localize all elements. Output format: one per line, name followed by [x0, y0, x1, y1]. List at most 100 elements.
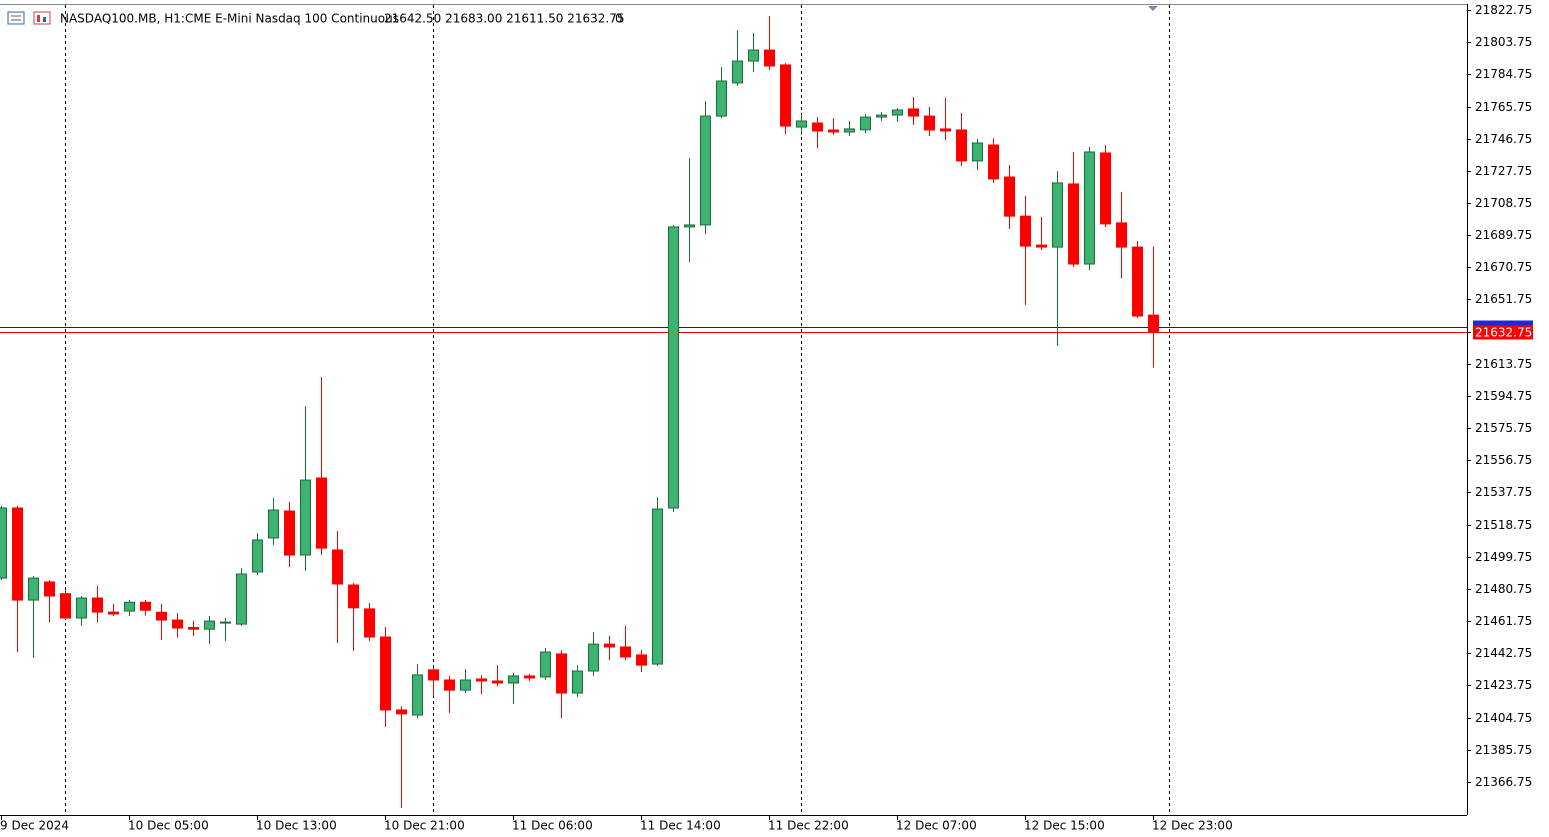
candle-body — [76, 597, 87, 619]
candle-body — [1036, 244, 1047, 248]
y-tick-label: 21727.75 — [1475, 164, 1532, 178]
x-tick-label: 11 Dec 14:00 — [640, 819, 721, 833]
y-tick-label: 21480.75 — [1475, 582, 1532, 596]
candle-body — [236, 573, 247, 625]
candle-body — [0, 507, 7, 579]
candle-body — [700, 115, 711, 226]
candle-body — [412, 674, 423, 716]
candle-body — [252, 539, 263, 573]
candle-body — [316, 477, 327, 549]
y-tick-label: 21575.75 — [1475, 421, 1532, 435]
shift-marker — [1148, 6, 1158, 11]
candle-body — [812, 122, 823, 132]
candle-body — [572, 670, 583, 694]
candle-body — [684, 224, 695, 228]
last-price-label: 21632.75 — [1475, 326, 1532, 340]
candle-body — [108, 611, 119, 615]
icon-bar — [43, 17, 46, 22]
candle-body — [716, 80, 727, 117]
x-tick-label: 10 Dec 21:00 — [384, 819, 465, 833]
candle-body — [60, 593, 71, 619]
y-tick-label: 21651.75 — [1475, 292, 1532, 306]
candle-body — [988, 144, 999, 180]
y-tick-label: 21746.75 — [1475, 132, 1532, 146]
y-tick-label: 21784.75 — [1475, 67, 1532, 81]
candle-body — [588, 643, 599, 672]
candle-body — [380, 636, 391, 711]
candle-body — [828, 129, 839, 133]
candle-body — [364, 608, 375, 638]
y-tick-label: 21803.75 — [1475, 35, 1532, 49]
candle-body — [268, 509, 279, 539]
candle-body — [796, 120, 807, 128]
candle-body — [764, 49, 775, 67]
y-tick-label: 21385.75 — [1475, 743, 1532, 757]
candle-body — [140, 601, 151, 611]
candle-body — [892, 109, 903, 116]
candle-body — [748, 49, 759, 62]
y-tick-label: 21822.75 — [1475, 3, 1532, 17]
candle-body — [1100, 152, 1111, 225]
x-tick-label: 11 Dec 06:00 — [512, 819, 593, 833]
y-tick-label: 21594.75 — [1475, 389, 1532, 403]
y-tick-label: 21518.75 — [1475, 518, 1532, 532]
y-tick-label: 21499.75 — [1475, 550, 1532, 564]
plot-area — [0, 5, 1467, 815]
candle-body — [908, 108, 919, 117]
candle-body — [860, 116, 871, 131]
x-tick-label: 12 Dec 23:00 — [1152, 819, 1233, 833]
last-price-box — [1473, 325, 1533, 340]
candle-body — [924, 115, 935, 131]
candle-body — [28, 577, 39, 601]
candle-body — [1020, 215, 1031, 247]
candle-body — [540, 651, 551, 678]
candle-body — [780, 64, 791, 127]
candle-body — [956, 129, 967, 162]
y-tick-label: 21613.75 — [1475, 357, 1532, 371]
candle-body — [300, 479, 311, 556]
candle-body — [636, 654, 647, 666]
candle-body — [604, 643, 615, 648]
x-tick-label: 11 Dec 22:00 — [768, 819, 849, 833]
candle-body — [1148, 314, 1159, 333]
y-tick-label: 21537.75 — [1475, 485, 1532, 499]
x-tick-label: 12 Dec 07:00 — [896, 819, 977, 833]
candle-body — [668, 226, 679, 509]
candle-body — [172, 619, 183, 629]
candle-body — [428, 669, 439, 681]
y-tick-label: 21423.75 — [1475, 678, 1532, 692]
toolbar-icons — [7, 11, 51, 25]
y-tick-label: 21404.75 — [1475, 711, 1532, 725]
candle-body — [188, 627, 199, 630]
candle-body — [12, 507, 23, 601]
candle-body — [844, 128, 855, 133]
candle-body — [476, 678, 487, 682]
y-tick-label: 21708.75 — [1475, 196, 1532, 210]
candle-body — [284, 510, 295, 556]
x-tick-label: 10 Dec 13:00 — [256, 819, 337, 833]
candle-body — [1116, 222, 1127, 248]
candle-body — [444, 679, 455, 691]
y-tick-label: 21689.75 — [1475, 228, 1532, 242]
x-tick-label: 10 Dec 05:00 — [128, 819, 209, 833]
candle-body — [524, 675, 535, 679]
candle-body — [156, 611, 167, 621]
candle-body — [1068, 183, 1079, 265]
header-volume: 0 — [615, 12, 623, 26]
candle-body — [332, 549, 343, 585]
x-tick-label: 12 Dec 15:00 — [1024, 819, 1105, 833]
candle-body — [348, 584, 359, 609]
y-tick-label: 21442.75 — [1475, 646, 1532, 660]
candle-body — [620, 646, 631, 658]
y-tick-label: 21366.75 — [1475, 775, 1532, 789]
y-tick-label: 21765.75 — [1475, 100, 1532, 114]
candle-body — [1084, 151, 1095, 265]
icon-chart — [33, 11, 51, 25]
candle-body — [972, 142, 983, 162]
candle-body — [220, 621, 231, 624]
candle-body — [652, 508, 663, 665]
candle-body — [876, 114, 887, 118]
